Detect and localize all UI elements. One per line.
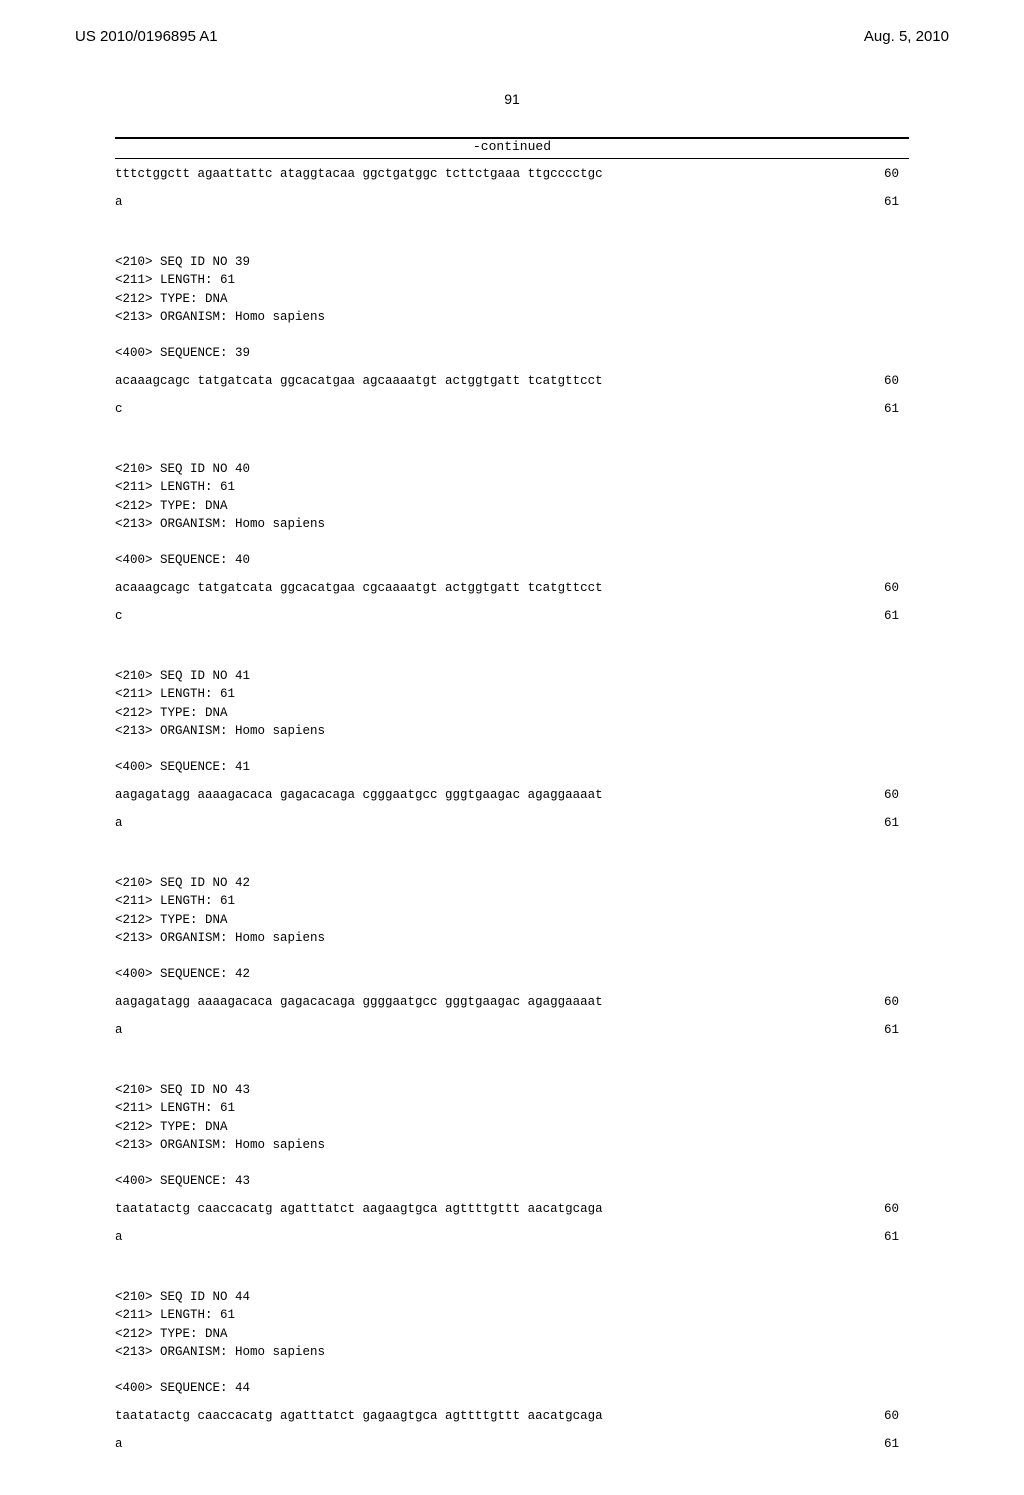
sequence-text: taatatactg caaccacatg agatttatct aagaagt…	[115, 1200, 603, 1218]
sequence-text: acaaagcagc tatgatcata ggcacatgaa agcaaaa…	[115, 372, 603, 390]
sequence-text: a	[115, 1021, 123, 1039]
sequence-position: 60	[884, 165, 909, 183]
sequence-line: a 61	[115, 193, 909, 211]
page-number: 91	[0, 91, 1024, 107]
sequence-position: 61	[884, 1021, 909, 1039]
sequence-text: tttctggctt agaattattc ataggtacaa ggctgat…	[115, 165, 603, 183]
page-header: US 2010/0196895 A1 Aug. 5, 2010	[0, 0, 1024, 53]
sequence-line: acaaagcagc tatgatcata ggcacatgaa cgcaaaa…	[115, 579, 909, 597]
divider-bottom	[115, 158, 909, 159]
sequence-text: aagagatagg aaaagacaca gagacacaga ggggaat…	[115, 993, 603, 1011]
sequence-header: <210> SEQ ID NO 39 <211> LENGTH: 61 <212…	[115, 253, 909, 362]
sequence-text: a	[115, 1435, 123, 1453]
sequence-line: acaaagcagc tatgatcata ggcacatgaa agcaaaa…	[115, 372, 909, 390]
sequence-line: aagagatagg aaaagacaca gagacacaga ggggaat…	[115, 993, 909, 1011]
sequence-block: aagagatagg aaaagacaca gagacacaga cgggaat…	[115, 786, 909, 842]
sequence-text: c	[115, 607, 123, 625]
sequence-block: tttctggctt agaattattc ataggtacaa ggctgat…	[115, 165, 909, 221]
sequence-position: 60	[884, 1407, 909, 1425]
sequence-position: 61	[884, 193, 909, 211]
sequence-line: a 61	[115, 1228, 909, 1246]
sequence-line: c 61	[115, 400, 909, 418]
sequence-position: 61	[884, 814, 909, 832]
sequence-position: 61	[884, 607, 909, 625]
sequence-line: a 61	[115, 1435, 909, 1453]
sequence-position: 60	[884, 993, 909, 1011]
sequence-header: <210> SEQ ID NO 44 <211> LENGTH: 61 <212…	[115, 1288, 909, 1397]
sequence-block: acaaagcagc tatgatcata ggcacatgaa agcaaaa…	[115, 372, 909, 428]
sequence-block: taatatactg caaccacatg agatttatct gagaagt…	[115, 1407, 909, 1463]
sequence-header: <210> SEQ ID NO 42 <211> LENGTH: 61 <212…	[115, 874, 909, 983]
sequence-position: 61	[884, 400, 909, 418]
sequence-block: acaaagcagc tatgatcata ggcacatgaa cgcaaaa…	[115, 579, 909, 635]
sequence-text: aagagatagg aaaagacaca gagacacaga cgggaat…	[115, 786, 603, 804]
sequence-line: taatatactg caaccacatg agatttatct aagaagt…	[115, 1200, 909, 1218]
sequence-text: taatatactg caaccacatg agatttatct gagaagt…	[115, 1407, 603, 1425]
sequence-header: <210> SEQ ID NO 41 <211> LENGTH: 61 <212…	[115, 667, 909, 776]
sequence-line: taatatactg caaccacatg agatttatct gagaagt…	[115, 1407, 909, 1425]
sequence-position: 60	[884, 1200, 909, 1218]
sequence-line: c 61	[115, 607, 909, 625]
sequence-header: <210> SEQ ID NO 40 <211> LENGTH: 61 <212…	[115, 460, 909, 569]
continued-label: -continued	[0, 139, 1024, 158]
sequence-text: c	[115, 400, 123, 418]
sequence-content: tttctggctt agaattattc ataggtacaa ggctgat…	[0, 165, 1024, 1495]
sequence-line: tttctggctt agaattattc ataggtacaa ggctgat…	[115, 165, 909, 183]
sequence-text: a	[115, 193, 123, 211]
sequence-position: 60	[884, 786, 909, 804]
sequence-header: <210> SEQ ID NO 43 <211> LENGTH: 61 <212…	[115, 1081, 909, 1190]
publication-number: US 2010/0196895 A1	[75, 28, 218, 45]
sequence-line: aagagatagg aaaagacaca gagacacaga cgggaat…	[115, 786, 909, 804]
sequence-text: acaaagcagc tatgatcata ggcacatgaa cgcaaaa…	[115, 579, 603, 597]
sequence-line: a 61	[115, 814, 909, 832]
sequence-line: a 61	[115, 1021, 909, 1039]
sequence-position: 61	[884, 1228, 909, 1246]
sequence-block: taatatactg caaccacatg agatttatct aagaagt…	[115, 1200, 909, 1256]
sequence-position: 60	[884, 579, 909, 597]
sequence-text: a	[115, 1228, 123, 1246]
sequence-block: aagagatagg aaaagacaca gagacacaga ggggaat…	[115, 993, 909, 1049]
sequence-text: a	[115, 814, 123, 832]
sequence-position: 61	[884, 1435, 909, 1453]
publication-date: Aug. 5, 2010	[864, 28, 949, 45]
sequence-position: 60	[884, 372, 909, 390]
